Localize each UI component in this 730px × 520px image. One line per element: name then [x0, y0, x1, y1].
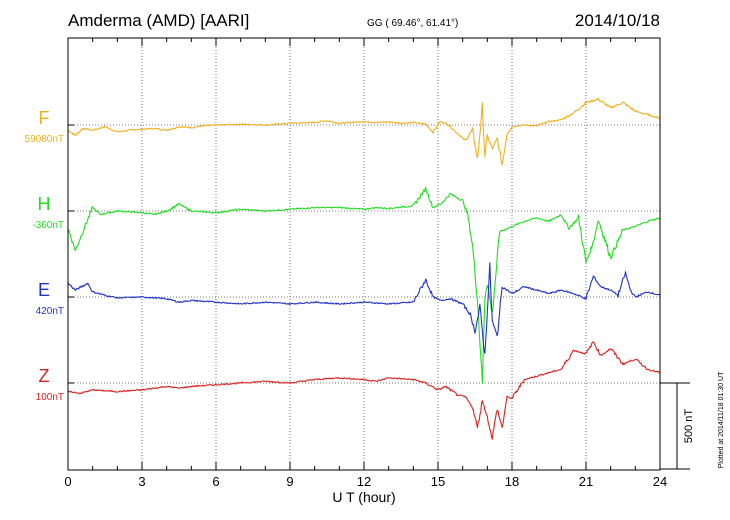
- x-tick-label: 0: [64, 474, 71, 489]
- x-tick-label: 3: [138, 474, 145, 489]
- series-line-z: [67, 341, 661, 440]
- x-tick-label: 6: [212, 474, 219, 489]
- x-tick-label: 21: [579, 474, 593, 489]
- x-axis-label: U T (hour): [332, 489, 395, 505]
- x-tick-label: 9: [286, 474, 293, 489]
- geographic-coords: GG ( 69.46°, 61.41°): [367, 18, 458, 29]
- x-tick-label: 12: [357, 474, 371, 489]
- scale-bar: 500 nT: [660, 382, 695, 470]
- series-baseline-f: 59080nT: [25, 134, 64, 145]
- station-title: Amderma (AMD) [AARI]: [68, 11, 249, 30]
- grid: [68, 38, 660, 470]
- series-baseline-z: 100nT: [36, 392, 64, 403]
- series-name-z: Z: [39, 366, 50, 386]
- series-line-e: [67, 262, 661, 354]
- x-tick-label: 24: [653, 474, 667, 489]
- x-ticks: 0 3 6 9 12 15 18 21 24: [64, 38, 667, 489]
- series-line-f: [67, 97, 661, 166]
- series-line-h: [67, 186, 661, 385]
- series-baseline-e: 420nT: [36, 306, 64, 317]
- plotted-note: Plotted at 2014/11/18 01:30 UT: [718, 371, 725, 468]
- series-baseline-h: -360nT: [32, 220, 64, 231]
- series-labels: F 59080nT H -360nT E 420nT Z 100nT: [25, 108, 64, 403]
- x-tick-label: 15: [431, 474, 445, 489]
- series-layer: [67, 97, 661, 440]
- chart-date: 2014/10/18: [575, 11, 660, 30]
- x-tick-label: 18: [505, 474, 519, 489]
- series-name-e: E: [38, 280, 50, 300]
- scale-bar-label: 500 nT: [683, 409, 695, 444]
- series-name-f: F: [39, 108, 50, 128]
- series-name-h: H: [38, 194, 51, 214]
